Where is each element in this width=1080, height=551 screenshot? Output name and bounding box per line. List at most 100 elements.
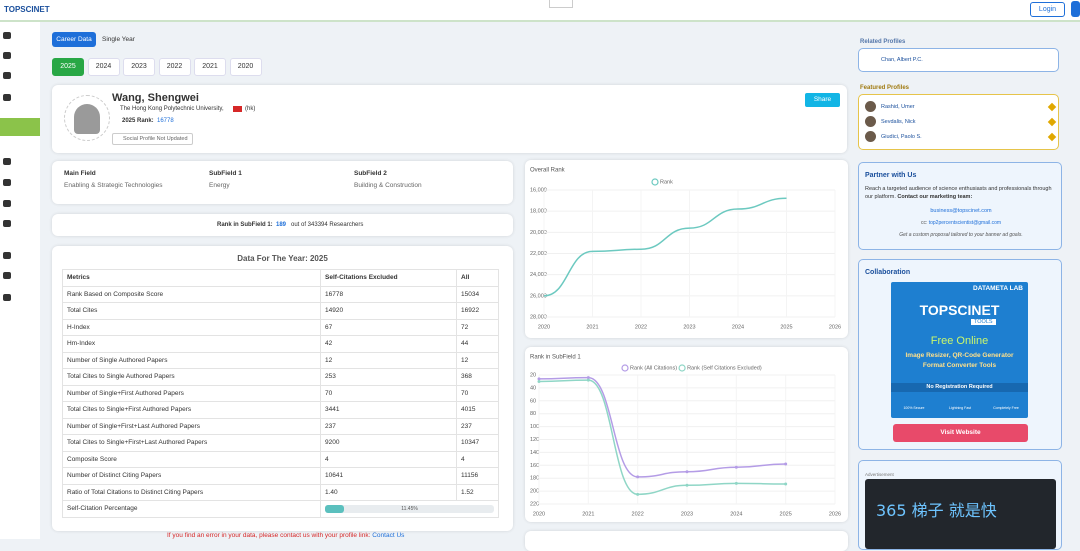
featured-profile[interactable]: Rashid, Umer — [881, 104, 915, 110]
subfield-rank-label: Rank in SubField 1: — [217, 222, 273, 228]
email[interactable]: business@topscinet.com — [930, 208, 992, 214]
text: Contact our marketing team: — [897, 194, 973, 200]
x-tick-label: 2025 — [780, 324, 792, 330]
nav-icon[interactable] — [3, 200, 11, 207]
y-tick-label: 120 — [530, 437, 539, 443]
featured-profile[interactable]: Giudici, Paolo S. — [881, 134, 922, 140]
top-bar: TOPSCINET Login — [0, 0, 1080, 22]
point — [537, 377, 541, 381]
year-button[interactable]: 2020 — [229, 58, 262, 76]
table-cell: 12 — [456, 351, 499, 369]
table-row: Hm-Index 42 44 — [62, 335, 499, 353]
tab[interactable]: Career Data — [52, 32, 96, 47]
text: Image Resizer, QR-Code Generator — [905, 352, 1014, 359]
year-button[interactable]: 2025 — [52, 58, 84, 76]
text: TOOLS — [971, 319, 996, 325]
rank-value[interactable]: 16778 — [157, 118, 174, 124]
toggle[interactable] — [549, 0, 573, 8]
table-cell: 12 — [320, 351, 457, 369]
nav-icon[interactable] — [3, 32, 11, 39]
table-cell: H-Index — [62, 318, 321, 336]
table-cell: 4015 — [456, 401, 499, 419]
y-tick-label: 22,000 — [530, 251, 547, 257]
year-button[interactable]: 2022 — [158, 58, 191, 76]
table-cell: 72 — [456, 318, 499, 336]
feature: Completely Free — [993, 406, 1019, 410]
x-tick-label: 2024 — [730, 511, 742, 517]
avatar — [865, 131, 876, 142]
nav-icon[interactable] — [3, 94, 11, 101]
chart-title: Overall Rank — [530, 168, 566, 174]
nav-icon[interactable] — [3, 52, 11, 59]
year-button[interactable]: 2024 — [87, 58, 120, 76]
legend-marker — [651, 178, 659, 186]
table-cell: Number of Single+First Authored Papers — [62, 384, 321, 402]
visit-button[interactable]: Visit Website — [893, 424, 1028, 442]
table-row: Number of Distinct Citing Papers 10641 111… — [62, 467, 499, 485]
feature: Lightning Fast — [949, 406, 971, 410]
table-cell: 67 — [320, 318, 457, 336]
chart-card: Overall Rank 16,000 18,000 20,000 22,000 24,0… — [525, 160, 848, 338]
footer-link[interactable]: Contact Us — [372, 532, 405, 539]
x-tick-label: 2023 — [681, 511, 693, 517]
table-cell: 4 — [456, 450, 499, 468]
profile-name: Wang, Shengwei — [112, 92, 199, 104]
year-button[interactable]: 2021 — [194, 58, 226, 76]
table-cell: 15034 — [456, 285, 499, 303]
partner-text: Reach a targeted audience of science ent… — [865, 185, 1057, 201]
left-nav — [0, 22, 40, 539]
ad-box[interactable]: 365 梯子 就是快 — [865, 479, 1056, 549]
chart-card — [525, 531, 848, 551]
nav-icon[interactable] — [3, 220, 11, 227]
partner-note: Get a custom proposal tailored to your b… — [899, 232, 1023, 238]
nav-icon[interactable] — [3, 72, 11, 79]
flag — [233, 106, 242, 112]
login-button[interactable]: Login — [1030, 2, 1065, 17]
y-tick-label: 40 — [530, 385, 536, 391]
y-tick-label: 18,000 — [530, 209, 547, 215]
table-row: Number of Single Authored Papers 12 12 — [62, 351, 499, 369]
table-cell: 10641 — [320, 467, 457, 485]
legend-label: Rank — [660, 179, 673, 185]
nav-icon[interactable] — [3, 294, 11, 301]
partner-card: Partner with Us Reach a targeted audienc… — [858, 162, 1062, 250]
x-tick-label: 2022 — [635, 324, 647, 330]
x-tick-label: 2023 — [683, 324, 695, 330]
point — [586, 376, 590, 380]
ad-text: 365 梯子 就是快 — [876, 501, 997, 520]
email-cc[interactable]: cc: top2percentscientist@gmail.com — [859, 220, 1063, 226]
table-cell: 237 — [320, 417, 457, 435]
nav-icon[interactable] — [3, 252, 11, 259]
related-profile[interactable]: Chan, Albert P.C. — [881, 57, 923, 63]
menu-button[interactable] — [1071, 1, 1080, 17]
tab[interactable]: Single Year — [102, 36, 135, 43]
table-cell: Hm-Index — [62, 335, 321, 353]
chart: Overall Rank 16,000 18,000 20,000 22,000 24,0… — [530, 168, 841, 331]
chart-card: Rank in SubField 1 20 40 60 80 100 120 140 160 18… — [525, 347, 848, 522]
progress-cell: 11.45% — [320, 500, 499, 518]
text[interactable]: top2percentscientist@gmail.com — [928, 220, 1002, 226]
field-label: SubField 1 — [209, 170, 242, 177]
ad-banner[interactable]: DATAMETA LAB TOPSCINET TOOLS Free Online… — [891, 282, 1028, 418]
table-card: Data For The Year: 2025 Metrics Self-Cita… — [52, 246, 513, 531]
star — [1047, 102, 1057, 112]
featured-profile[interactable]: Sevdalis, Nick — [881, 119, 916, 125]
point — [784, 482, 788, 486]
point — [537, 379, 541, 383]
x-tick-label: 2021 — [586, 324, 598, 330]
share-button[interactable]: Share — [805, 93, 840, 107]
logo[interactable]: TOPSCINET — [4, 5, 50, 14]
avatar — [865, 101, 876, 112]
year-button[interactable]: 2023 — [123, 58, 155, 76]
footer-text: If you find an error in your data, pleas… — [167, 532, 371, 539]
nav-icon[interactable] — [3, 158, 11, 165]
table-cell: 9200 — [320, 434, 457, 452]
nav-active[interactable] — [0, 118, 40, 136]
avatar — [64, 95, 110, 141]
progress-track: 11.45% — [325, 504, 494, 513]
point — [784, 462, 788, 466]
nav-icon[interactable] — [3, 179, 11, 186]
progress-bar — [325, 504, 345, 513]
nav-icon[interactable] — [3, 272, 11, 279]
